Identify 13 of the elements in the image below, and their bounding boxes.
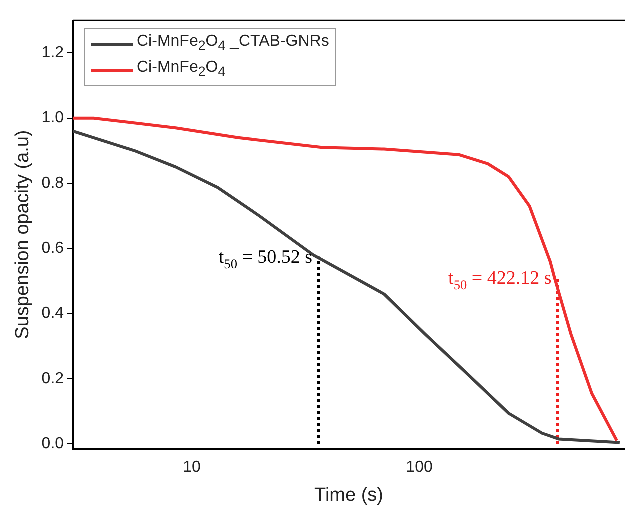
y-axis-title: Suspension opacity (a.u) xyxy=(12,130,34,340)
y-tick-label: 0.2 xyxy=(42,370,64,388)
legend-label: Ci-MnFe$_{2}$O$_{4}$ _CTAB-GNRs xyxy=(137,32,330,56)
x-tick-label: 10 xyxy=(183,459,202,476)
legend-label: Ci-MnFe$_{2}$O$_{4}$ xyxy=(137,58,226,82)
y-tick-label: 1.2 xyxy=(42,44,64,62)
y-tick-label: 0.8 xyxy=(42,174,64,192)
x-axis-title: Time (s) xyxy=(314,484,384,506)
y-tick-label: 0.4 xyxy=(42,305,64,322)
y-tick-label: 1.0 xyxy=(42,110,64,127)
x-tick-label: 100 xyxy=(406,459,433,476)
y-tick-label: 0.0 xyxy=(42,436,64,453)
y-tick-label: 0.6 xyxy=(42,240,64,258)
